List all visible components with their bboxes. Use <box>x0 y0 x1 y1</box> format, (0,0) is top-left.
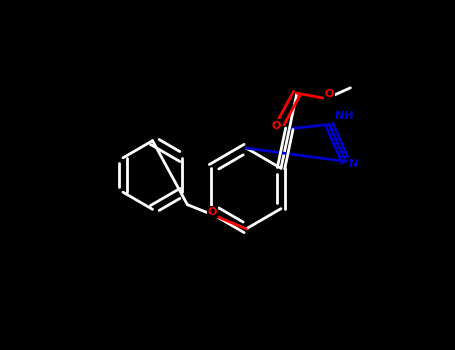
Text: N: N <box>349 159 358 169</box>
Text: O: O <box>208 207 217 217</box>
Text: O: O <box>325 89 334 99</box>
Text: NH: NH <box>335 111 354 121</box>
Text: O: O <box>272 120 281 131</box>
